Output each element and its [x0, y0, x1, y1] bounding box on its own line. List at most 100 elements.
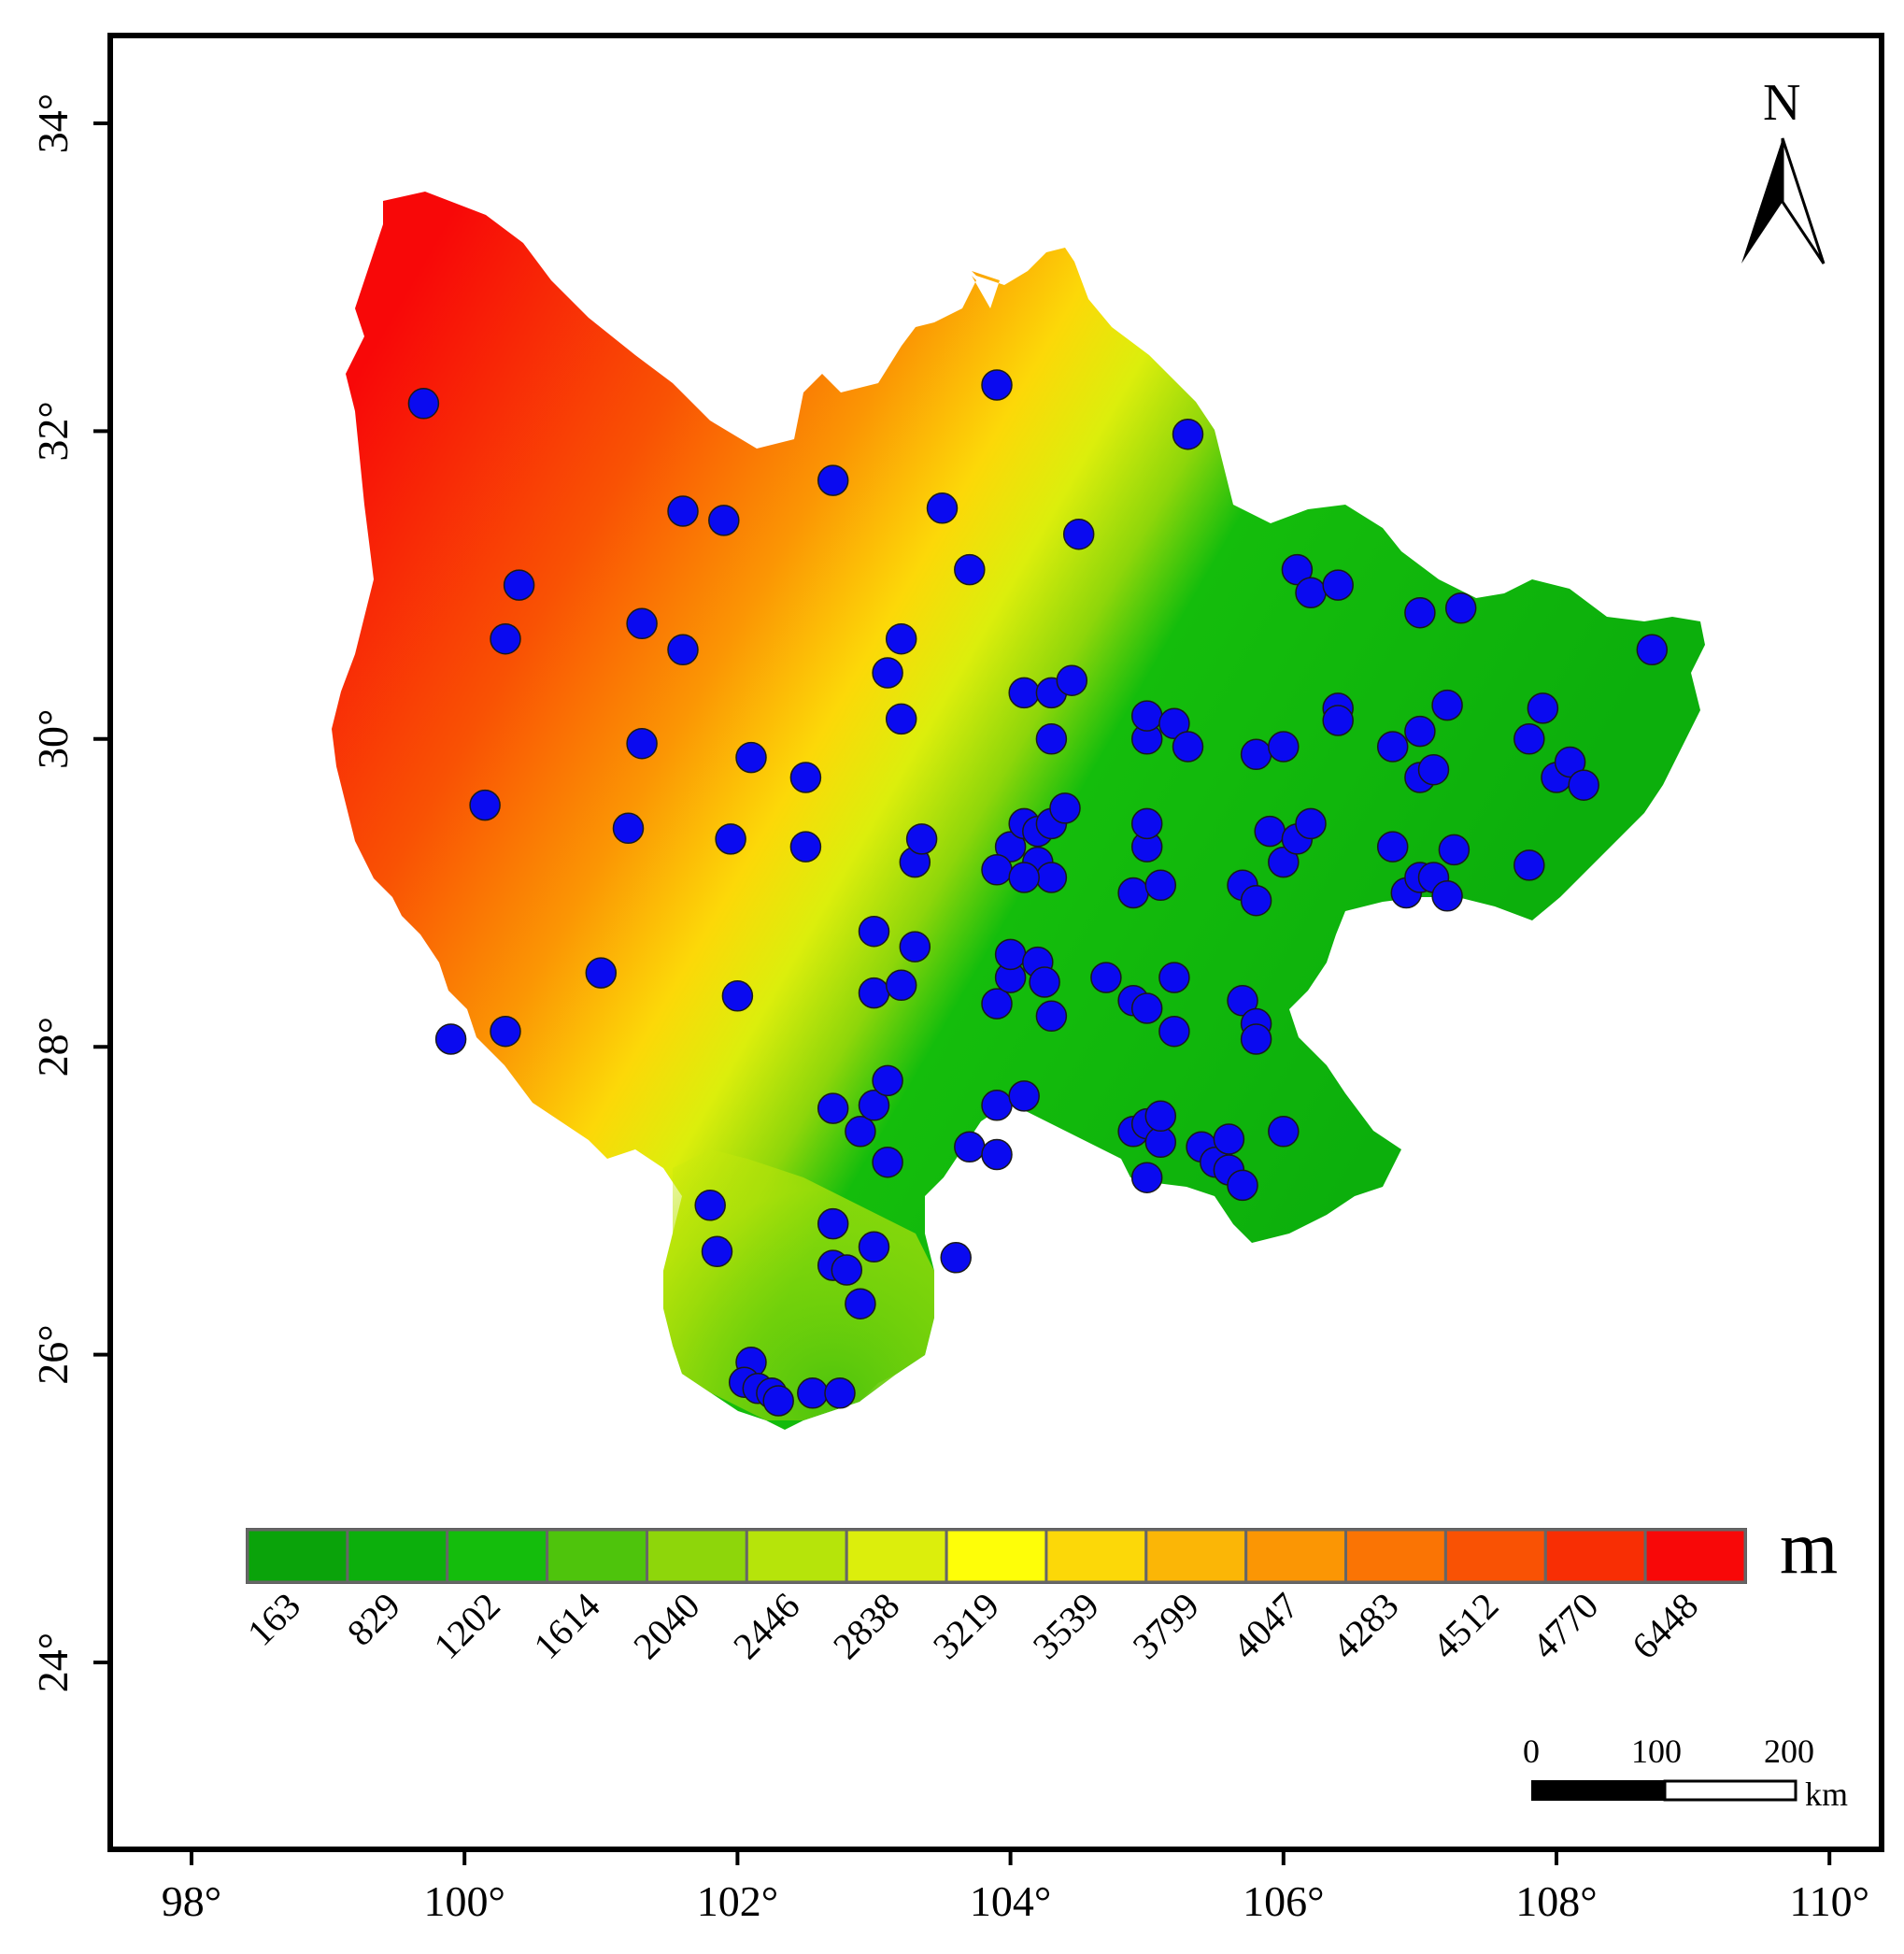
station-marker [858, 1231, 890, 1263]
station-marker [1527, 692, 1559, 724]
station-marker [667, 634, 699, 666]
station-marker [1117, 877, 1149, 909]
region-south-shade [663, 1149, 934, 1420]
station-marker [1008, 1080, 1040, 1112]
legend-label: 2838 [825, 1585, 907, 1667]
scale-label-200: 200 [1764, 1733, 1814, 1770]
station-marker [926, 492, 959, 524]
station-marker [1062, 518, 1095, 550]
station-marker [789, 831, 822, 863]
legend-label: 2446 [725, 1585, 807, 1667]
legend-swatch [1244, 1528, 1348, 1584]
station-marker [1130, 1162, 1163, 1193]
station-marker [1376, 731, 1409, 763]
station-marker [1144, 1100, 1177, 1133]
legend-label: 4770 [1524, 1585, 1606, 1667]
station-marker [1268, 731, 1300, 763]
station-marker [1144, 1126, 1177, 1159]
station-marker [1029, 966, 1060, 998]
scale-label-0: 0 [1523, 1733, 1540, 1770]
north-arrow-icon [1741, 137, 1826, 264]
station-marker [954, 553, 986, 586]
station-marker [1322, 705, 1354, 736]
legend-swatch [745, 1528, 848, 1584]
latitude-tick-label: 34° [29, 93, 77, 153]
station-marker [899, 931, 931, 963]
elevation-legend: 163 829 1202 1614 2040 2446 2838 3219 3539 3799 40… [239, 1528, 1747, 1667]
station-marker [694, 1190, 726, 1221]
station-marker [981, 1138, 1013, 1171]
longitude-tick-label: 110° [1789, 1877, 1869, 1925]
legend-swatch [646, 1528, 748, 1584]
latitude-tick-label: 30° [29, 709, 77, 769]
legend-swatch [346, 1528, 449, 1584]
station-marker [1444, 592, 1477, 624]
station-marker [981, 854, 1013, 886]
station-marker [1254, 815, 1286, 848]
station-marker [612, 812, 645, 845]
station-marker [1130, 700, 1163, 732]
station-marker [824, 1377, 856, 1409]
station-marker [715, 823, 746, 855]
station-marker [762, 1385, 794, 1417]
station-marker [905, 823, 938, 855]
legend-swatch [1144, 1528, 1248, 1584]
station-marker [981, 369, 1013, 401]
station-marker [1158, 962, 1190, 993]
legend-label: 3799 [1125, 1585, 1207, 1667]
station-marker [626, 607, 658, 640]
station-marker [1295, 577, 1327, 609]
station-marker [1035, 1000, 1068, 1033]
station-marker [1240, 738, 1272, 771]
station-marker [872, 1146, 903, 1178]
legend-label: 1202 [425, 1585, 507, 1667]
station-marker [885, 703, 917, 735]
scale-unit: km [1805, 1776, 1848, 1813]
station-marker [1035, 723, 1068, 755]
station-marker [797, 1377, 829, 1409]
station-marker [1513, 723, 1545, 755]
legend-swatch [1044, 1528, 1148, 1584]
legend-swatch [945, 1528, 1048, 1584]
station-marker [469, 789, 501, 821]
longitude-tick-label: 102° [697, 1877, 778, 1925]
station-marker [872, 1064, 903, 1097]
station-marker [1554, 746, 1586, 778]
station-marker [1130, 807, 1163, 840]
station-marker [1144, 869, 1177, 902]
station-marker [845, 1116, 876, 1148]
legend-swatch [546, 1528, 648, 1584]
station-marker [1172, 418, 1204, 450]
station-marker [1158, 1015, 1190, 1048]
legend-label: 4283 [1324, 1585, 1406, 1667]
legend-label: 3539 [1025, 1585, 1107, 1667]
station-marker [1130, 992, 1163, 1024]
station-marker [1268, 846, 1300, 878]
station-marker [1158, 707, 1190, 740]
station-marker [1636, 634, 1669, 666]
legend-swatch [1443, 1528, 1547, 1584]
longitude-tick-label: 108° [1515, 1877, 1597, 1925]
longitude-tick-label: 106° [1243, 1877, 1324, 1925]
station-marker [817, 1092, 849, 1124]
station-marker [1056, 664, 1088, 696]
station-marker [817, 1207, 849, 1240]
station-marker [1513, 849, 1545, 881]
station-marker [721, 980, 754, 1012]
station-marker [1213, 1123, 1245, 1155]
station-marker [708, 505, 740, 536]
legend-label: 163 [239, 1585, 308, 1654]
station-marker [1227, 985, 1258, 1017]
station-marker [1322, 569, 1354, 601]
legend-swatch [1344, 1528, 1447, 1584]
station-marker [585, 957, 618, 989]
scale-label-100: 100 [1631, 1733, 1682, 1770]
station-marker [1417, 753, 1450, 786]
station-marker [845, 1288, 876, 1319]
station-marker [1376, 831, 1409, 863]
legend-label: 6448 [1624, 1585, 1706, 1667]
legend-unit: m [1780, 1507, 1838, 1590]
station-marker [1172, 731, 1204, 763]
legend-swatch [845, 1528, 948, 1584]
